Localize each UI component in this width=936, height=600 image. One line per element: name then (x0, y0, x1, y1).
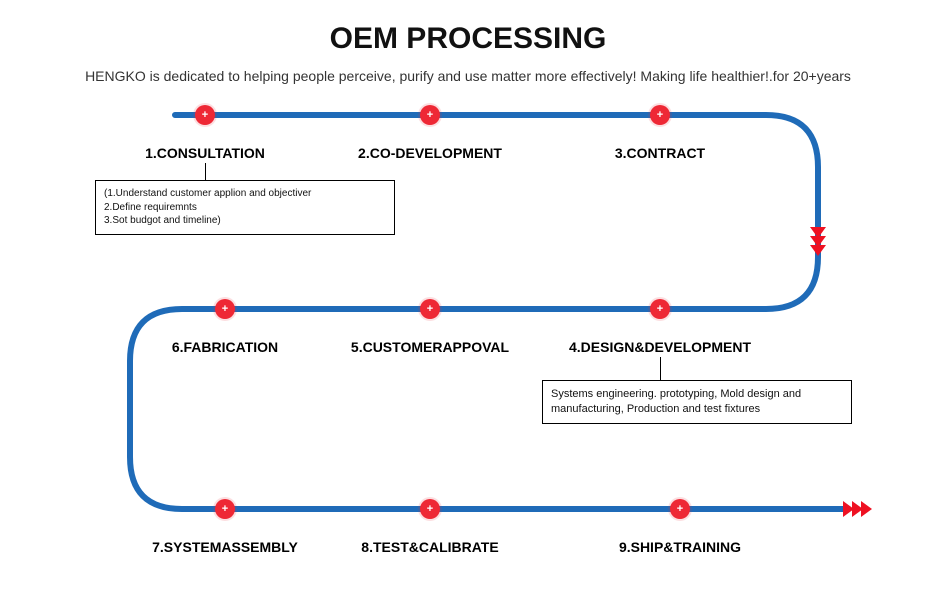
step-node-n7[interactable]: + (215, 499, 235, 519)
step-node-n6[interactable]: + (215, 299, 235, 319)
step-label-n2: 2.CO-DEVELOPMENT (358, 145, 502, 161)
detail-line: 3.Sot budgot and timeline) (104, 214, 386, 228)
detail-line: Systems engineering. prototyping, Mold d… (551, 387, 843, 402)
step-node-n2[interactable]: + (420, 105, 440, 125)
step-label-n1: 1.CONSULTATION (145, 145, 265, 161)
detail-connector-n1 (205, 163, 206, 180)
detail-line: manufacturing, Production and test fixtu… (551, 402, 843, 417)
step-node-n5[interactable]: + (420, 299, 440, 319)
detail-box-n1: (1.Understand customer applion and objec… (95, 180, 395, 235)
page-subtitle: HENGKO is dedicated to helping people pe… (0, 68, 936, 84)
step-label-n8: 8.TEST&CALIBRATE (361, 539, 498, 555)
step-label-n9: 9.SHIP&TRAINING (619, 539, 741, 555)
flow-path (0, 0, 936, 600)
detail-box-n4: Systems engineering. prototyping, Mold d… (542, 380, 852, 424)
step-label-n6: 6.FABRICATION (172, 339, 278, 355)
step-node-n8[interactable]: + (420, 499, 440, 519)
page-title: OEM PROCESSING (0, 0, 936, 56)
detail-line: (1.Understand customer applion and objec… (104, 187, 386, 201)
detail-line: 2.Define requiremnts (104, 201, 386, 215)
step-node-n9[interactable]: + (670, 499, 690, 519)
step-label-n4: 4.DESIGN&DEVELOPMENT (569, 339, 751, 355)
step-label-n7: 7.SYSTEMASSEMBLY (152, 539, 298, 555)
step-label-n5: 5.CUSTOMERAPPOVAL (351, 339, 509, 355)
step-label-n3: 3.CONTRACT (615, 145, 705, 161)
detail-connector-n4 (660, 357, 661, 380)
step-node-n4[interactable]: + (650, 299, 670, 319)
step-node-n1[interactable]: + (195, 105, 215, 125)
step-node-n3[interactable]: + (650, 105, 670, 125)
